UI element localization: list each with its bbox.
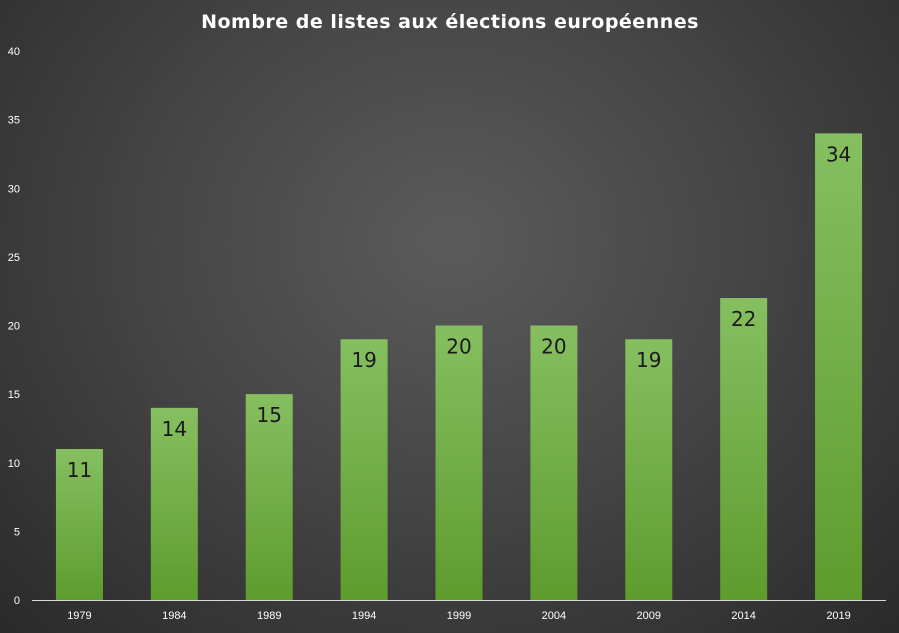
x-axis-ticks: 1979 1984 1989 1994 1999 2004 2009 2014 2019 <box>67 610 851 622</box>
y-tick-label: 40 <box>8 46 20 58</box>
y-tick-label: 30 <box>8 183 20 195</box>
bar-2004 <box>530 325 578 600</box>
bar-2019 <box>815 133 863 600</box>
x-tick-label-2014: 2014 <box>731 610 755 622</box>
data-label-1979: 11 <box>67 458 92 482</box>
bar-1989 <box>245 394 293 600</box>
x-tick-label-2004: 2004 <box>542 610 566 622</box>
y-axis-ticks: 0 5 10 15 20 25 30 35 40 <box>8 46 20 607</box>
data-labels: 11 14 15 19 20 20 19 22 34 <box>67 142 852 482</box>
bar-2009 <box>625 339 673 600</box>
x-tick-label-1984: 1984 <box>162 610 186 622</box>
bars <box>55 133 863 600</box>
x-tick-label-2019: 2019 <box>826 610 850 622</box>
x-tick-label-1994: 1994 <box>352 610 376 622</box>
bar-2014 <box>720 298 768 600</box>
data-label-1989: 15 <box>256 403 281 427</box>
data-label-2009: 19 <box>636 348 661 372</box>
x-tick-label-1989: 1989 <box>257 610 281 622</box>
data-label-2019: 34 <box>826 142 851 166</box>
bar-1999 <box>435 325 483 600</box>
y-tick-label: 20 <box>8 321 20 333</box>
y-tick-label: 25 <box>8 252 20 264</box>
y-tick-label: 0 <box>14 595 20 607</box>
chart-title: Nombre de listes aux élections européenn… <box>201 11 699 33</box>
data-label-2004: 20 <box>541 335 566 359</box>
x-tick-label-1999: 1999 <box>447 610 471 622</box>
data-label-1999: 20 <box>446 335 471 359</box>
bar-1984 <box>150 407 198 600</box>
bar-1979 <box>55 449 103 600</box>
bar-1994 <box>340 339 388 600</box>
y-tick-label: 10 <box>8 458 20 470</box>
y-tick-label: 15 <box>8 389 20 401</box>
data-label-2014: 22 <box>731 307 756 331</box>
x-tick-label-1979: 1979 <box>67 610 91 622</box>
data-label-1984: 14 <box>162 417 187 441</box>
data-label-1994: 19 <box>351 348 376 372</box>
x-tick-label-2009: 2009 <box>637 610 661 622</box>
y-tick-label: 35 <box>8 115 20 127</box>
y-tick-label: 5 <box>14 526 20 538</box>
